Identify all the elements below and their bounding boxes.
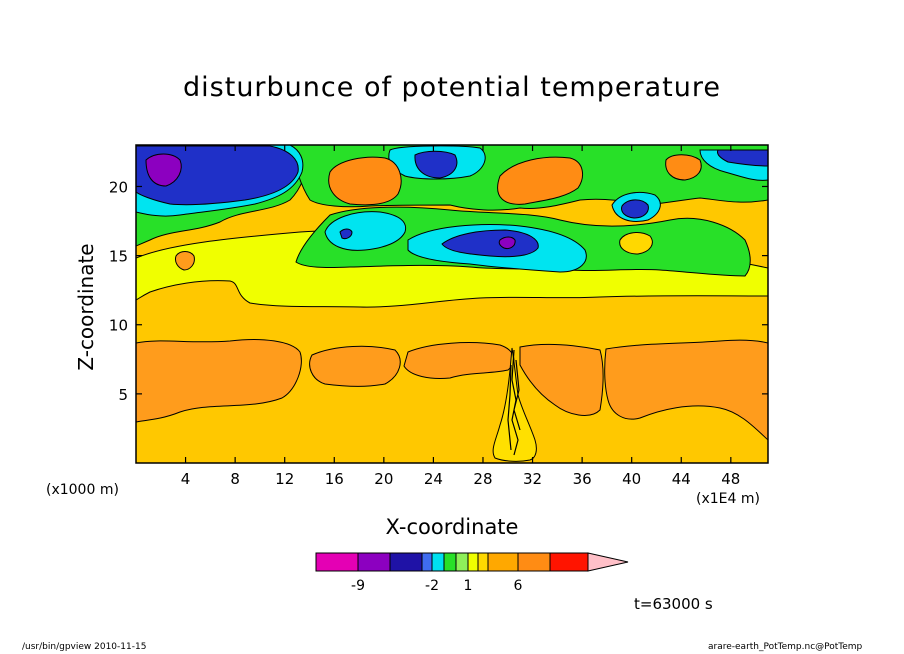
region-lower-warm-band <box>519 343 604 416</box>
x-tick-label: 12 <box>275 470 294 488</box>
region-blue-zone <box>621 199 649 219</box>
region-lower-warm-band <box>309 345 401 387</box>
region-lower-warm-band <box>403 342 515 379</box>
chart-title: disturbunce of potential temperature <box>183 72 721 103</box>
y-tick-label: 20 <box>109 178 128 196</box>
region-cyan-zone <box>324 211 407 251</box>
x-tick-label: 36 <box>573 470 592 488</box>
x-unit-left: (x1000 m) <box>46 482 119 498</box>
region-blue-zone <box>717 149 768 167</box>
footer-left: /usr/bin/gpview 2010-11-15 <box>22 642 147 652</box>
region-orange-blobs <box>175 251 195 271</box>
colorbar-bin <box>421 552 433 572</box>
plot-frame <box>135 144 769 464</box>
x-unit-right: (x1E4 m) <box>696 491 760 507</box>
region-orange-blobs <box>497 156 583 205</box>
region-blue-zone <box>339 228 353 240</box>
y-tick-label: 10 <box>109 317 128 335</box>
x-tick-label: 16 <box>325 470 344 488</box>
colorbar-bin <box>315 552 359 572</box>
x-axis-label: X-coordinate <box>385 515 519 539</box>
colorbar-extend-arrow <box>587 552 629 572</box>
region-lower-warm-band <box>136 339 302 423</box>
region-purple-core <box>145 153 182 187</box>
colorbar-bin <box>477 552 489 572</box>
colorbar-bin <box>487 552 519 572</box>
colorbar: -9 -2 1 6 <box>315 552 629 594</box>
colorbar-label: 6 <box>514 578 523 594</box>
region-orange-blobs <box>619 232 653 255</box>
y-tick-label: 15 <box>109 248 128 266</box>
region-plume <box>507 349 521 456</box>
region-purple-core <box>498 236 516 249</box>
y-tick-label: 5 <box>118 386 128 404</box>
colorbar-bin <box>389 552 423 572</box>
region-blue-zone <box>441 229 539 258</box>
plot-area <box>136 145 768 463</box>
footer-right: arare-earth_PotTemp.nc@PotTemp <box>708 642 863 652</box>
colorbar-bin <box>431 552 445 572</box>
x-tick-label: 48 <box>721 470 740 488</box>
x-tick-label: 44 <box>672 470 691 488</box>
region-lower-warm-band <box>604 339 768 441</box>
x-tick-label: 24 <box>424 470 443 488</box>
colorbar-label: -9 <box>351 578 365 594</box>
x-tick-label: 8 <box>230 470 240 488</box>
x-tick-label: 32 <box>523 470 542 488</box>
x-tick-label: 28 <box>473 470 492 488</box>
colorbar-bin <box>467 552 479 572</box>
x-ticks: 4 8 12 16 20 24 28 32 36 40 44 48 <box>181 145 740 488</box>
time-label: t=63000 s <box>634 595 713 613</box>
colorbar-bin <box>455 552 469 572</box>
colorbar-bin <box>443 552 457 572</box>
colorbar-label: -2 <box>425 578 439 594</box>
x-tick-label: 40 <box>622 470 641 488</box>
colorbar-label: 1 <box>464 578 473 594</box>
region-orange-blobs <box>328 156 402 206</box>
region-orange-blobs <box>665 154 702 181</box>
x-tick-label: 4 <box>181 470 191 488</box>
region-blue-zone <box>414 150 458 179</box>
colorbar-bin <box>357 552 391 572</box>
colorbar-bin <box>517 552 551 572</box>
colorbar-bin <box>549 552 589 572</box>
x-tick-label: 20 <box>374 470 393 488</box>
y-ticks: 5 10 15 20 <box>109 178 768 404</box>
